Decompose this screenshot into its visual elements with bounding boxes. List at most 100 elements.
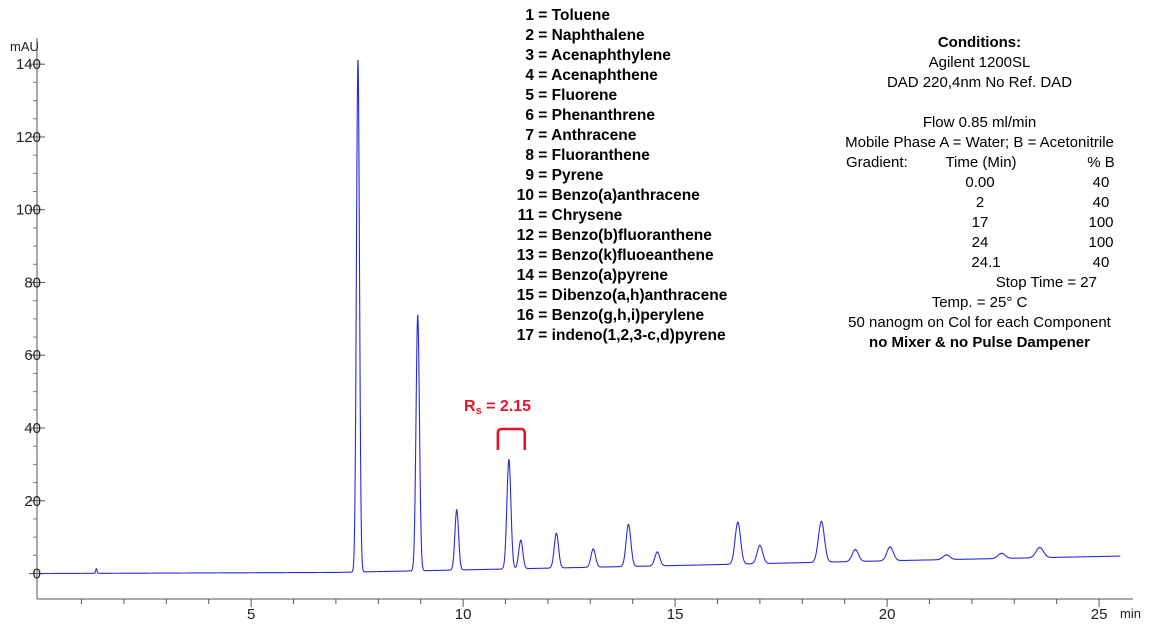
peak-apex (95, 568, 98, 570)
x-unit-label: min (1120, 606, 1141, 621)
legend-item: 15 = Dibenzo(a,h)anthracene (496, 286, 756, 306)
legend-compound: = Chrysene (534, 207, 623, 224)
peak-apex (519, 539, 522, 542)
y-tick-label: 40 (24, 420, 41, 437)
conditions-panel: Conditions: Agilent 1200SL DAD 220,4nm N… (822, 33, 1137, 353)
y-tick-label: 20 (24, 493, 41, 510)
legend-number: 9 (525, 167, 534, 184)
legend-number: 5 (525, 87, 534, 104)
legend-compound: = Toluene (534, 7, 610, 24)
x-tick-label: 20 (879, 606, 896, 623)
compound-legend: 1 = Toluene 2 = Naphthalene 3 = Acenaphthy… (496, 6, 756, 346)
peak-apex (1000, 552, 1003, 555)
amount-text: 50 nanogm on Col for each Component (848, 314, 1111, 331)
gradient-header: Gradient: Time (Min) % B (822, 153, 1137, 173)
peak-apex (737, 521, 739, 524)
peak-apex (820, 520, 823, 523)
peak-apex (627, 523, 630, 526)
y-tick-label: 120 (16, 129, 41, 146)
gradient-pct: 100 (1088, 214, 1114, 231)
legend-compound: = Benzo(a)anthracene (534, 187, 700, 204)
gradient-row: 2 40 (822, 193, 1137, 213)
note-text: no Mixer & no Pulse Dampener (869, 334, 1090, 351)
peak-apex (508, 459, 510, 461)
legend-compound: = Anthracene (534, 127, 637, 144)
legend-number: 6 (525, 107, 534, 124)
legend-item: 17 = indeno(1,2,3-c,d)pyrene (496, 326, 756, 346)
legend-number: 12 (516, 227, 534, 244)
legend-item: 1 = Toluene (496, 6, 756, 26)
legend-number: 2 (525, 27, 534, 44)
gradient-pct: 40 (1092, 254, 1110, 271)
legend-compound: = Fluorene (534, 87, 618, 104)
y-unit-label: mAU (10, 39, 39, 54)
y-tick-label: 140 (16, 56, 41, 73)
legend-number: 16 (516, 307, 534, 324)
legend-item: 5 = Fluorene (496, 86, 756, 106)
legend-item: 2 = Naphthalene (496, 26, 756, 46)
peak-apex (555, 532, 558, 535)
legend-item: 10 = Benzo(a)anthracene (496, 186, 756, 206)
legend-compound: = Benzo(k)fluoeanthene (534, 247, 714, 264)
legend-item: 8 = Fluoranthene (496, 146, 756, 166)
y-tick-label: 80 (24, 274, 41, 291)
legend-item: 4 = Acenaphthene (496, 66, 756, 86)
legend-compound: = Acenaphthene (534, 67, 658, 84)
resolution-bracket (496, 427, 527, 450)
gradient-pct: 40 (1092, 174, 1110, 191)
gradient-row: 24.1 40 (822, 253, 1137, 273)
legend-number: 17 (516, 327, 534, 344)
legend-item: 9 = Pyrene (496, 166, 756, 186)
detector-text: DAD 220,4nm No Ref. DAD (886, 74, 1073, 91)
chromatogram-trace (39, 60, 1121, 575)
legend-compound: = Benzo(a)pyrene (534, 267, 668, 284)
legend-number: 1 (525, 7, 534, 24)
x-tick-label: 5 (247, 606, 255, 623)
mobile-phase-text: Mobile Phase A = Water; B = Acetonitrile (845, 134, 1114, 151)
peak-apex (889, 546, 891, 548)
peak-apex (945, 554, 948, 556)
gradient-time: 0.00 (965, 174, 995, 191)
x-tick-label: 15 (667, 606, 684, 623)
gradient-pct: 40 (1092, 194, 1110, 211)
legend-item: 11 = Chrysene (496, 206, 756, 226)
legend-number: 13 (516, 247, 534, 264)
conditions-heading: Conditions: (937, 34, 1022, 51)
gradient-time-header: Time (Min) (945, 154, 1017, 171)
legend-item: 6 = Phenanthrene (496, 106, 756, 126)
x-axis: 5 10 15 20 25 (37, 598, 1133, 623)
gradient-time: 2 (975, 194, 985, 211)
y-tick-label: 100 (16, 202, 41, 219)
legend-compound: = Benzo(g,h,i)perylene (534, 307, 705, 324)
gradient-row: 0.00 40 (822, 173, 1137, 193)
legend-item: 14 = Benzo(a)pyrene (496, 266, 756, 286)
peak-apex (357, 60, 359, 62)
gradient-row: 17 100 (822, 213, 1137, 233)
legend-compound: = Acenaphthylene (534, 47, 671, 64)
gradient-pct: 100 (1088, 234, 1114, 251)
gradient-time: 24.1 (971, 254, 1001, 271)
legend-number: 11 (517, 207, 534, 224)
legend-number: 4 (525, 67, 534, 84)
peak-apex (759, 544, 761, 547)
x-tick-label: 25 (1091, 606, 1108, 623)
y-tick-label: 60 (24, 347, 41, 364)
legend-compound: = Pyrene (534, 167, 604, 184)
stop-time-text: Stop Time = 27 (995, 274, 1097, 291)
y-axis: 0 20 40 60 80 100 120 140 (16, 38, 45, 599)
legend-item: 13 = Benzo(k)fluoeanthene (496, 246, 756, 266)
peak-apex (416, 315, 419, 317)
legend-item: 12 = Benzo(b)fluoranthene (496, 226, 756, 246)
legend-compound: = Phenanthrene (534, 107, 656, 124)
legend-number: 14 (516, 267, 534, 284)
legend-compound: = indeno(1,2,3-c,d)pyrene (534, 327, 726, 344)
flow-text: Flow 0.85 ml/min (922, 114, 1037, 131)
peak-apex (592, 548, 595, 550)
legend-compound: = Naphthalene (534, 27, 645, 44)
legend-number: 15 (516, 287, 534, 304)
legend-number: 7 (525, 127, 534, 144)
legend-item: 7 = Anthracene (496, 126, 756, 146)
gradient-pct-header: % B (1087, 154, 1115, 171)
resolution-symbol: R (464, 398, 476, 415)
